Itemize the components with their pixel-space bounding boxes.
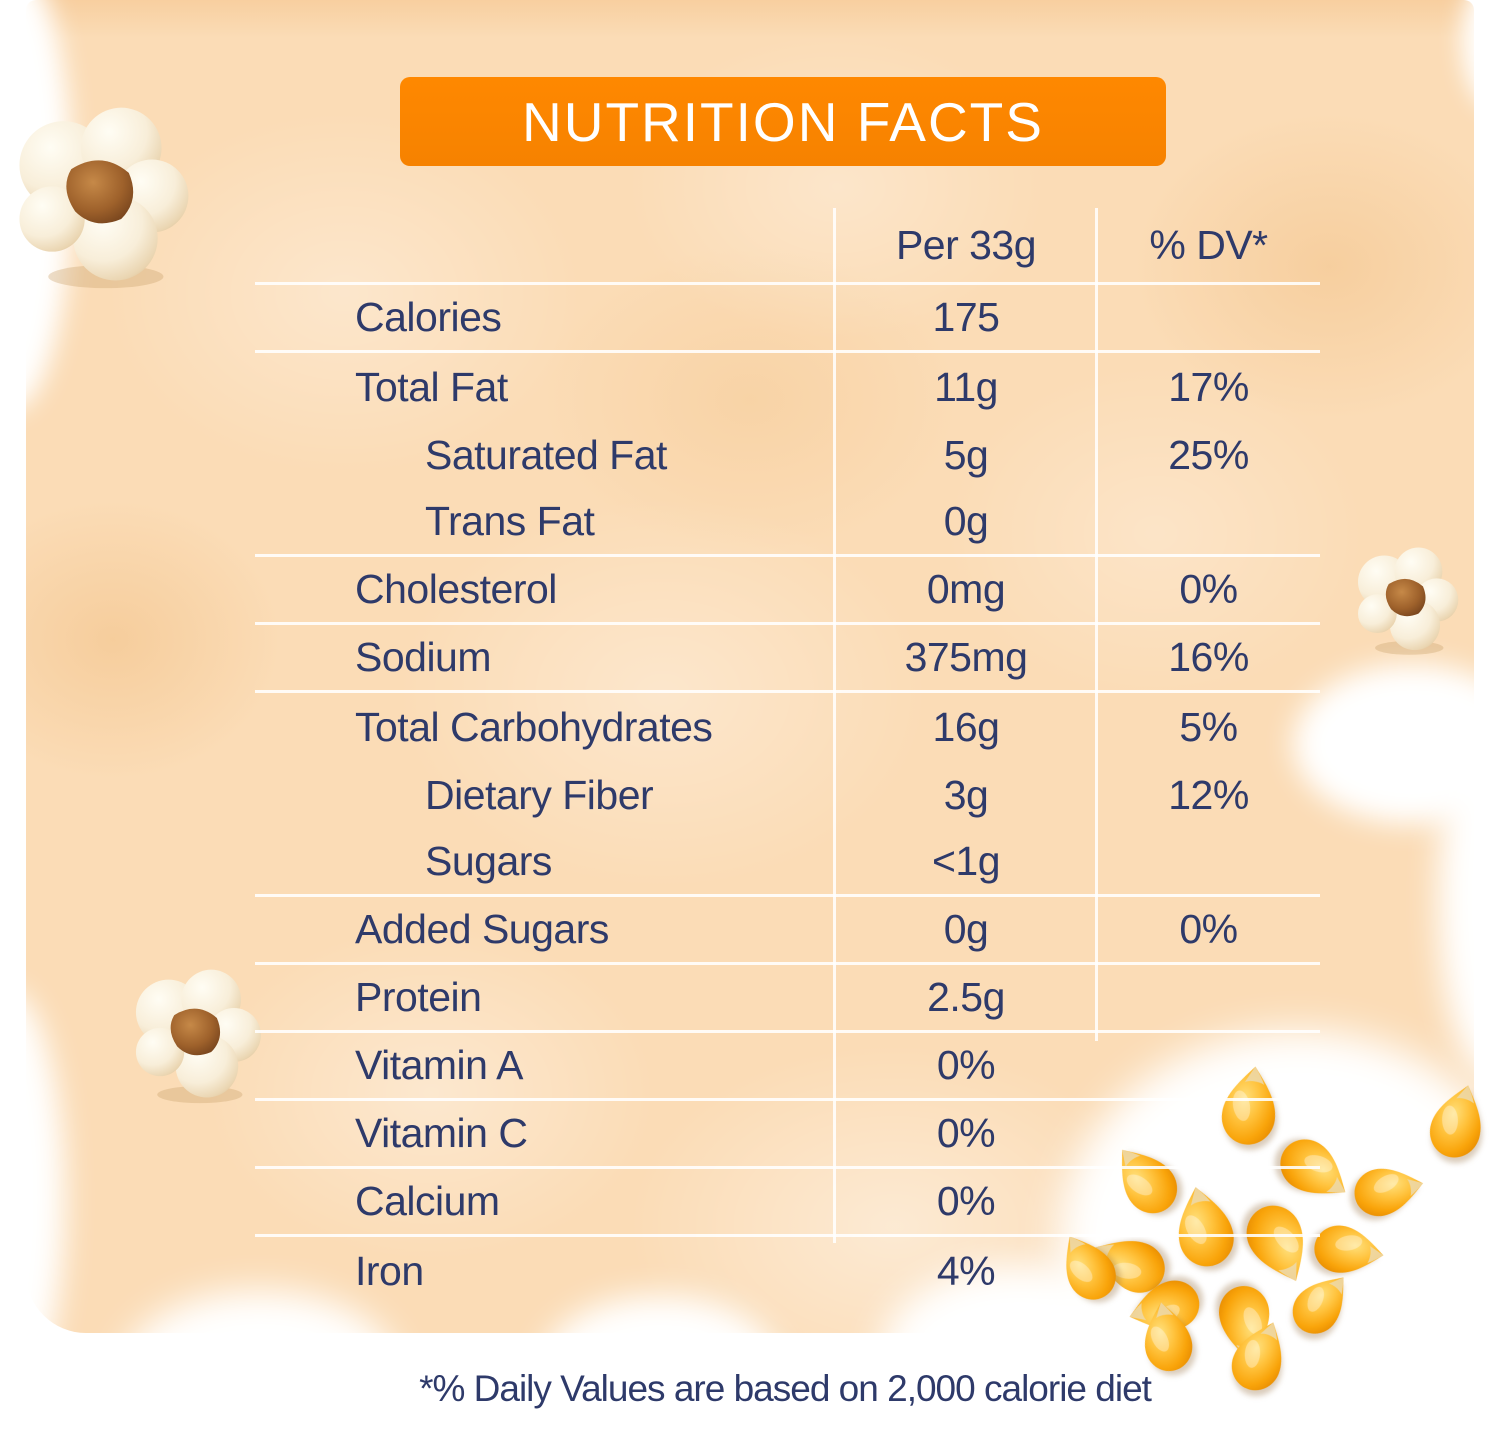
column-divider: [833, 208, 836, 1243]
nutrition-table: Per 33g % DV* Calories 175 Total Fat 11g 17%…: [255, 208, 1320, 1305]
row-value: 3g: [943, 771, 989, 818]
row-label: Saturated Fat: [425, 431, 667, 478]
row-dv: 0%: [1179, 906, 1238, 952]
row-dv: 5%: [1179, 703, 1238, 750]
popcorn-image-bottom-left: [126, 964, 268, 1106]
row-dv: 0%: [1179, 566, 1238, 612]
table-row: Total Fat 11g 17%: [255, 353, 1320, 421]
footnote: *% Daily Values are based on 2,000 calor…: [419, 1368, 1152, 1409]
row-label: Total Carbohydrates: [355, 703, 713, 750]
row-label: Protein: [355, 974, 482, 1020]
row-label: Calcium: [355, 1178, 500, 1224]
table-row: Dietary Fiber 3g 12%: [255, 761, 1320, 829]
column-divider: [1095, 208, 1098, 1041]
row-label: Sugars: [425, 838, 552, 884]
row-value: 0%: [936, 1042, 996, 1088]
watercolor-background: [26, 0, 1474, 1333]
table-row: Cholesterol 0mg 0%: [255, 557, 1320, 625]
corn-kernel-icon: [1130, 1293, 1204, 1380]
table-row: Saturated Fat 5g 25%: [255, 421, 1320, 489]
column-header-amount: Per 33g: [895, 221, 1037, 268]
table-row: Sodium 375mg 16%: [255, 625, 1320, 693]
row-value: 11g: [934, 363, 998, 410]
row-label: Dietary Fiber: [425, 771, 654, 818]
row-dv: 16%: [1168, 634, 1249, 680]
row-dv: 17%: [1168, 363, 1249, 410]
row-value: 16g: [932, 703, 1000, 750]
title-banner: NUTRITION FACTS: [400, 77, 1166, 166]
table-row: Vitamin A 0%: [255, 1033, 1320, 1101]
row-value: 0%: [936, 1110, 996, 1156]
table-row: Iron 4%: [255, 1237, 1320, 1305]
watercolor-white-patch: [120, 1290, 400, 1437]
table-body: Calories 175 Total Fat 11g 17% Saturated Fat 5…: [255, 285, 1320, 1305]
row-value: 375mg: [904, 634, 1028, 680]
row-value: 0mg: [926, 566, 1006, 612]
popcorn-image-top-left: [6, 100, 198, 292]
row-value: 0%: [936, 1178, 996, 1224]
row-label: Cholesterol: [355, 566, 557, 612]
row-value: 5g: [943, 431, 989, 478]
row-value: 0g: [943, 498, 989, 544]
row-label: Vitamin C: [355, 1110, 528, 1156]
watercolor-white-patch: [880, 1265, 1160, 1437]
table-header-row: Per 33g % DV*: [255, 208, 1320, 285]
row-label: Calories: [355, 294, 502, 340]
row-label: Total Fat: [355, 363, 508, 410]
row-label: Vitamin A: [355, 1042, 523, 1088]
row-value: 4%: [936, 1247, 996, 1294]
row-value: 2.5g: [927, 974, 1005, 1020]
page-title: NUTRITION FACTS: [522, 90, 1044, 153]
column-header-dv: % DV*: [1149, 221, 1268, 268]
table-row: Calories 175: [255, 285, 1320, 353]
popcorn-image-right: [1350, 543, 1464, 657]
row-label: Trans Fat: [425, 498, 595, 544]
table-row: Total Carbohydrates 16g 5%: [255, 693, 1320, 761]
row-value: <1g: [931, 838, 1001, 884]
row-value: 0g: [943, 906, 989, 952]
row-label: Sodium: [355, 634, 492, 680]
table-row: Vitamin C 0%: [255, 1101, 1320, 1169]
table-row: Added Sugars 0g 0%: [255, 897, 1320, 965]
row-label: Added Sugars: [355, 906, 609, 952]
row-value: 175: [932, 294, 1000, 340]
row-label: Iron: [355, 1247, 424, 1294]
table-row: Sugars <1g: [255, 829, 1320, 897]
watercolor-white-patch: [540, 1295, 780, 1437]
row-dv: 12%: [1168, 771, 1249, 818]
table-row: Calcium 0%: [255, 1169, 1320, 1237]
table-row: Protein 2.5g: [255, 965, 1320, 1033]
row-dv: 25%: [1168, 431, 1249, 478]
table-row: Trans Fat 0g: [255, 489, 1320, 557]
